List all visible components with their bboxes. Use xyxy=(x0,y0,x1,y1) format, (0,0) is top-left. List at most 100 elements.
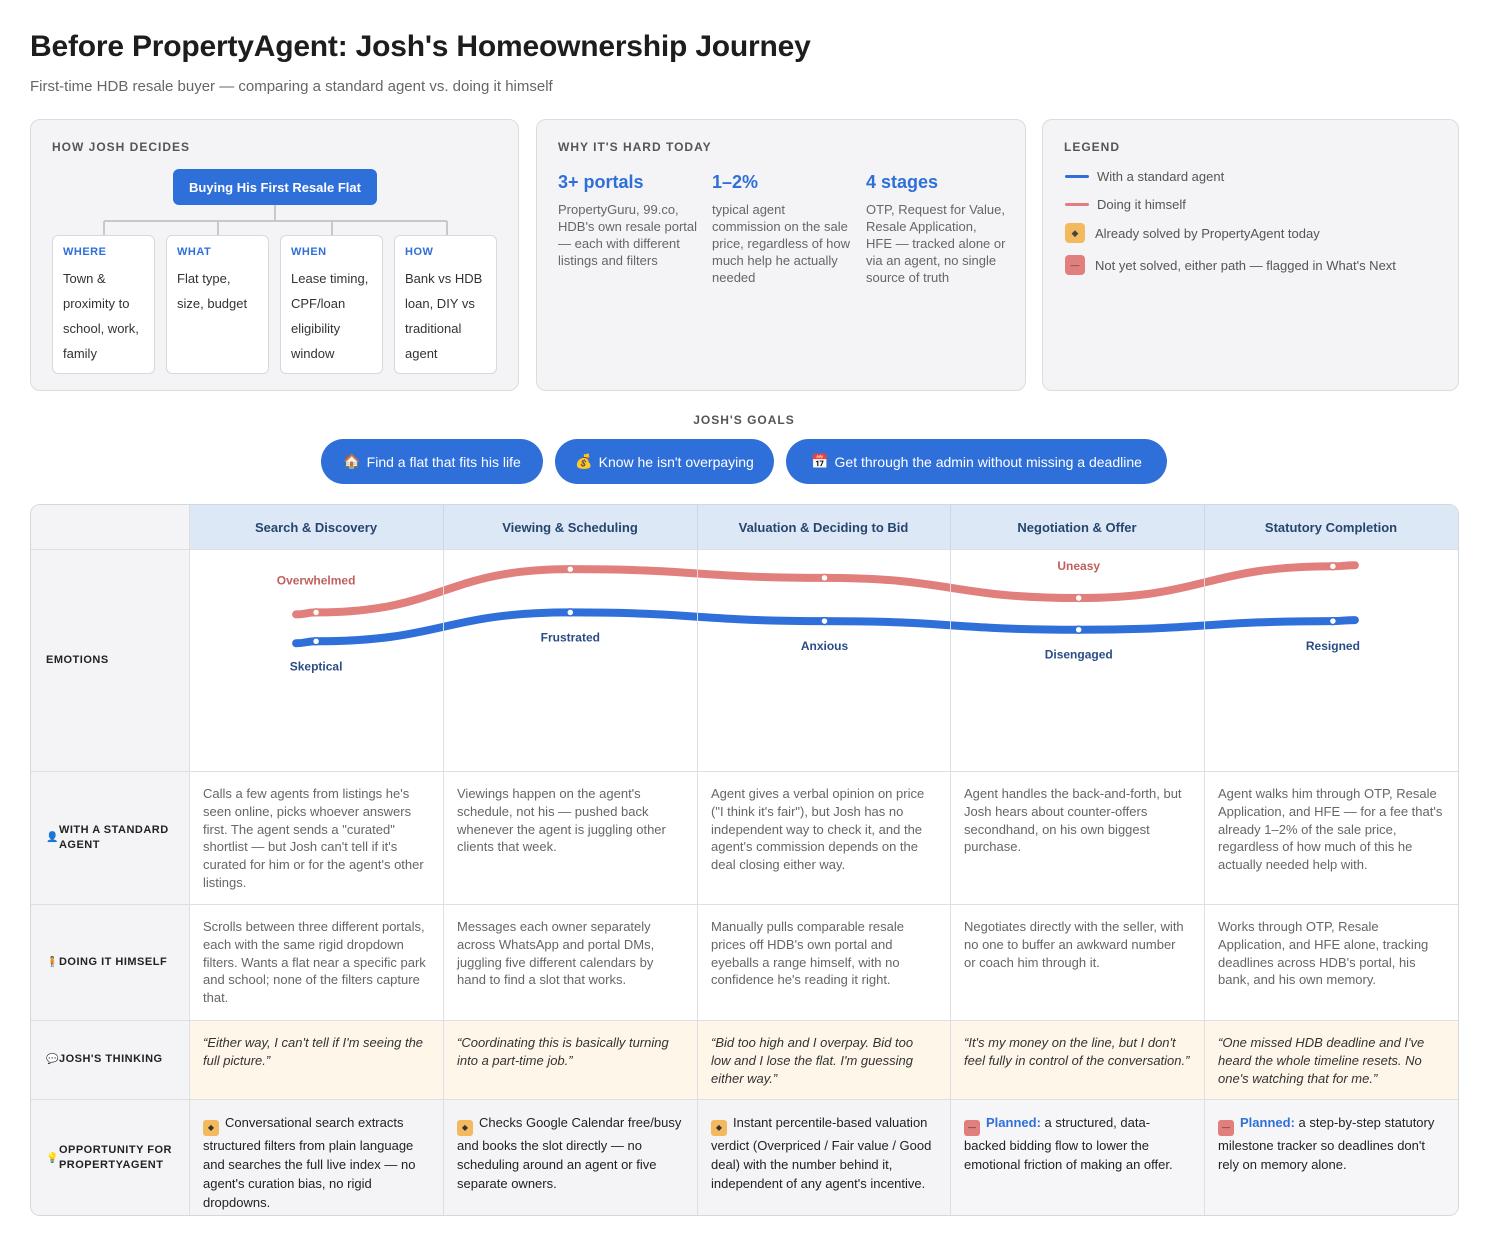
emotion-label: Resigned xyxy=(1306,639,1360,653)
stat-description: PropertyGuru, 99.co, HDB's own resale po… xyxy=(558,202,698,268)
opportunity-cell: — Planned: a step-by-step statutory miles… xyxy=(1204,1099,1458,1215)
card-heading: LEGEND xyxy=(1064,140,1121,154)
decision-text: Bank vs HDB loan, DIY vs traditional age… xyxy=(405,271,483,361)
stage-statutory-completion: Statutory Completion xyxy=(1264,519,1398,535)
decision-when: WHEN Lease timing, CPF/loan eligibility … xyxy=(280,235,383,374)
stage-valuation: Valuation & Deciding to Bid xyxy=(738,519,909,535)
opportunity-text: Conversational search extracts structure… xyxy=(203,1115,416,1210)
header-divider xyxy=(697,505,698,549)
row-label-text: EMOTIONS xyxy=(46,653,109,666)
stat-number: 1–2% xyxy=(712,172,759,192)
legend-agent: With a standard agent xyxy=(1065,169,1224,184)
stat-description: typical agent commission on the sale pri… xyxy=(712,202,851,285)
agent-cell: Viewings happen on the agent's schedule,… xyxy=(457,786,666,855)
goals-heading: JOSH'S GOALS xyxy=(693,413,795,427)
journey-grid: Search & Discovery Viewing & Scheduling … xyxy=(30,504,1459,1216)
legend-label: Already solved by PropertyAgent today xyxy=(1095,225,1320,241)
row-label-diy: 🧍 DOING IT HIMSELF xyxy=(31,904,189,1020)
header-corner xyxy=(31,505,189,549)
grid-divider xyxy=(697,549,698,1215)
planned-badge-icon: — xyxy=(964,1120,980,1136)
page-subtitle: First-time HDB resale buyer — comparing … xyxy=(30,78,553,95)
row-label-emotions: EMOTIONS xyxy=(31,549,189,771)
goal-admin-deadline: 📅 Get through the admin without missing … xyxy=(786,439,1167,484)
thinking-cell: “Coordinating this is basically turning … xyxy=(443,1020,697,1099)
goal-text: Know he isn't overpaying xyxy=(598,453,754,470)
stage-viewing-scheduling: Viewing & Scheduling xyxy=(502,519,638,535)
lightbulb-icon: 💡 xyxy=(46,1152,59,1164)
agent-cell: Calls a few agents from listings he's se… xyxy=(203,786,424,890)
page-title: Before PropertyAgent: Josh's Homeownersh… xyxy=(30,30,811,63)
stat-number: 3+ portals xyxy=(558,172,644,192)
row-label-text: JOSH'S THINKING xyxy=(58,1053,163,1065)
header-divider xyxy=(443,505,444,549)
row-label-thinking: 💬 JOSH'S THINKING xyxy=(31,1020,189,1099)
emotion-label: Disengaged xyxy=(1045,648,1113,662)
card-heading: HOW JOSH DECIDES xyxy=(52,140,191,154)
grid-divider xyxy=(950,549,951,1215)
goal-text: Find a flat that fits his life xyxy=(366,453,521,470)
decision-what: WHAT Flat type, size, budget xyxy=(166,235,269,374)
planned-label: Planned: xyxy=(986,1115,1041,1130)
emotion-point xyxy=(566,564,575,574)
decision-label: WHAT xyxy=(177,246,212,258)
row-label-text: OPPORTUNITY FOR PROPERTYAGENT xyxy=(58,1144,172,1171)
red-line-swatch xyxy=(1065,203,1089,206)
calendar-icon: 📅 xyxy=(811,453,829,469)
house-icon: 🏠 xyxy=(343,453,361,469)
decision-label: WHERE xyxy=(63,246,107,258)
decision-root: Buying His First Resale Flat xyxy=(173,169,377,205)
diy-cell: Negotiates directly with the seller, wit… xyxy=(964,919,1184,970)
stat-stages: 4 stages OTP, Request for Value, Resale … xyxy=(866,172,1006,286)
opportunity-text: Instant percentile-based valuation verdi… xyxy=(711,1115,932,1191)
diy-cell: Messages each owner separately across Wh… xyxy=(457,919,655,988)
unsolved-badge-icon: — xyxy=(1065,255,1085,275)
emotion-point xyxy=(820,573,829,583)
legend-label: Doing it himself xyxy=(1097,197,1186,212)
legend-label: With a standard agent xyxy=(1097,169,1225,184)
legend-card: LEGEND With a standard agent Doing it hi… xyxy=(1042,119,1459,391)
emotion-point xyxy=(311,637,321,646)
emotion-point xyxy=(1074,625,1083,634)
diy-cell: Scrolls between three different portals,… xyxy=(203,919,426,1006)
standing-person-icon: 🧍 xyxy=(46,956,59,968)
emotion-point xyxy=(820,616,829,626)
decision-where: WHERE Town & proximity to school, work, … xyxy=(52,235,155,374)
emotion-line-diy xyxy=(292,561,1359,619)
thinking-cell: “One missed HDB deadline and I've heard … xyxy=(1204,1020,1458,1099)
grid-divider xyxy=(189,505,190,1215)
decision-text: Flat type, size, budget xyxy=(177,271,248,311)
emotion-point xyxy=(1328,562,1338,571)
emotion-label: Uneasy xyxy=(1057,559,1100,573)
card-heading: WHY IT'S HARD TODAY xyxy=(558,140,712,154)
row-label-text: WITH A STANDARD AGENT xyxy=(58,823,169,851)
money-bag-icon: 💰 xyxy=(575,453,593,469)
emotion-label: Scared xyxy=(804,549,844,553)
legend-label: Not yet solved, either path — flagged in… xyxy=(1095,257,1396,273)
opportunity-text: a structured, data-backed bidding flow t… xyxy=(964,1115,1173,1172)
grid-divider xyxy=(31,549,1458,550)
legend-diy: Doing it himself xyxy=(1065,197,1186,212)
diy-cell: Manually pulls comparable resale prices … xyxy=(711,919,904,988)
emotion-curve-chart: OverwhelmedExhaustedScaredUneasyDrainedS… xyxy=(277,549,1360,673)
emotion-label: Overwhelmed xyxy=(277,573,356,587)
opportunity-text: Checks Google Calendar free/busy and boo… xyxy=(457,1115,682,1191)
thinking-cell: “It's my money on the line, but I don't … xyxy=(950,1020,1204,1099)
why-hard-card: WHY IT'S HARD TODAY 3+ portals PropertyG… xyxy=(536,119,1026,391)
planned-label: Planned: xyxy=(1240,1115,1295,1130)
stat-number: 4 stages xyxy=(866,172,939,192)
goal-text: Get through the admin without missing a … xyxy=(834,453,1142,470)
stage-search-discovery: Search & Discovery xyxy=(254,519,378,535)
agent-cell: Agent gives a verbal opinion on price ("… xyxy=(711,786,925,873)
grid-divider xyxy=(443,549,444,1215)
how-josh-decides-card: HOW JOSH DECIDES Buying His First Resale… xyxy=(30,119,519,391)
diy-cell: Works through OTP, Resale Application, a… xyxy=(1218,919,1429,988)
decision-text: Lease timing, CPF/loan eligibility windo… xyxy=(291,271,369,361)
legend-unsolved: — Not yet solved, either path — flagged … xyxy=(1065,255,1396,275)
solved-badge-icon: ◆ xyxy=(711,1120,727,1136)
emotion-label: Frustrated xyxy=(541,630,600,644)
stage-header-row xyxy=(189,505,1458,549)
decision-how: HOW Bank vs HDB loan, DIY vs traditional… xyxy=(394,235,497,374)
emotion-label: Skeptical xyxy=(290,659,343,673)
stat-portals: 3+ portals PropertyGuru, 99.co, HDB's ow… xyxy=(558,172,698,269)
